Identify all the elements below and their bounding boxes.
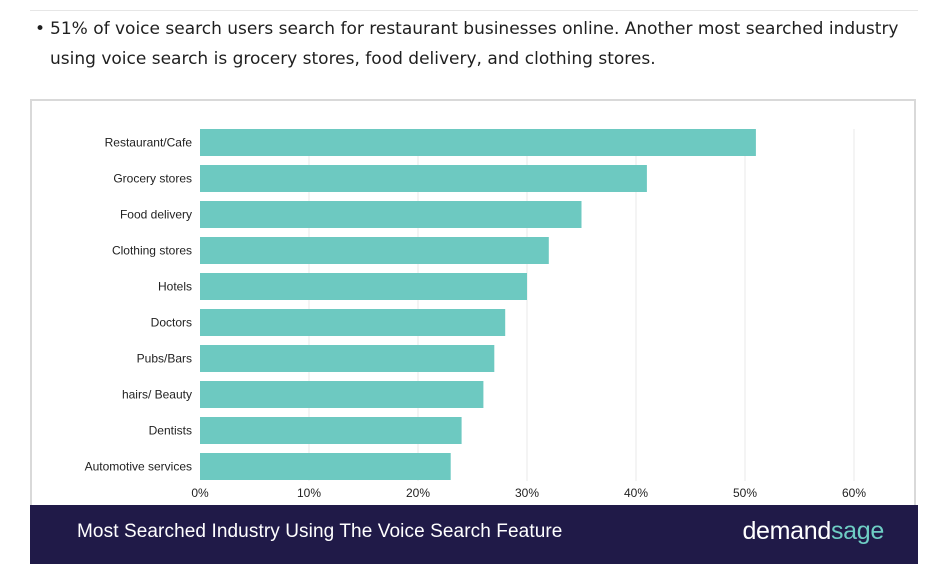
- bar-3: [200, 237, 549, 264]
- bar-chart: Restaurant/Cafe Grocery stores Food delive…: [85, 129, 866, 500]
- bullet-dot-icon: •: [34, 19, 46, 39]
- bar-2: [200, 201, 582, 228]
- category-label-5: Doctors: [151, 316, 192, 330]
- category-label-2: Food delivery: [120, 208, 192, 222]
- category-label-0: Restaurant/Cafe: [105, 136, 193, 150]
- x-tick-label-0: 0%: [191, 486, 209, 500]
- category-label-6: Pubs/Bars: [137, 352, 192, 366]
- x-tick-label-5: 50%: [733, 486, 757, 500]
- bullet-text: 51% of voice search users search for res…: [50, 19, 899, 69]
- bullet-point: • 51% of voice search users search for r…: [30, 14, 910, 74]
- bar-4: [200, 273, 527, 300]
- category-label-3: Clothing stores: [112, 244, 192, 258]
- x-tick-label-4: 40%: [624, 486, 648, 500]
- chart-figure: Restaurant/Cafe Grocery stores Food delive…: [30, 99, 916, 562]
- bar-6: [200, 345, 495, 372]
- chart-caption: Most Searched Industry Using The Voice S…: [77, 521, 563, 542]
- brand-logo-part1: demand: [742, 517, 831, 545]
- x-tick-label-6: 60%: [842, 486, 866, 500]
- bar-8: [200, 417, 462, 444]
- chart-footer: Most Searched Industry Using The Voice S…: [30, 505, 918, 564]
- brand-logo-part2: sage: [830, 517, 884, 545]
- bar-0: [200, 129, 756, 156]
- bar-1: [200, 165, 647, 192]
- category-label-9: Automotive services: [85, 460, 192, 474]
- bar-9: [200, 453, 451, 480]
- bar-7: [200, 381, 484, 408]
- x-tick-label-2: 20%: [406, 486, 430, 500]
- top-divider: [30, 10, 918, 11]
- brand-logo: demandsage: [742, 517, 884, 546]
- category-label-1: Grocery stores: [113, 172, 192, 186]
- x-tick-label-1: 10%: [297, 486, 321, 500]
- bar-5: [200, 309, 506, 336]
- x-tick-label-3: 30%: [515, 486, 539, 500]
- category-label-8: Dentists: [149, 424, 192, 438]
- category-label-7: hairs/ Beauty: [122, 388, 192, 402]
- category-label-4: Hotels: [158, 280, 192, 294]
